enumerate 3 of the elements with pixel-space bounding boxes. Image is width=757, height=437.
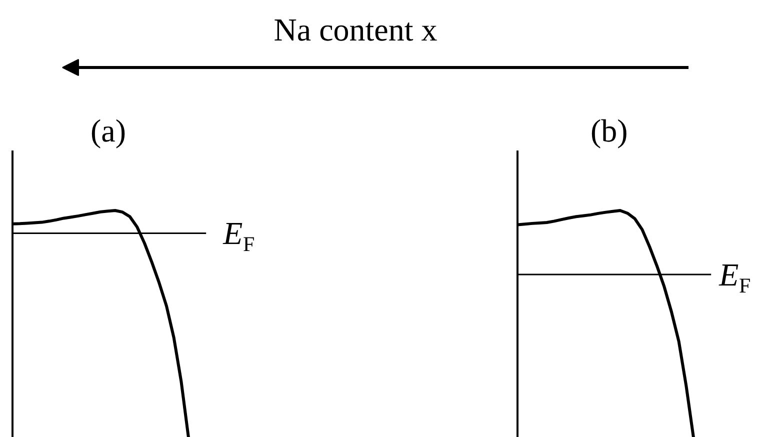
text: Na content x [274, 12, 438, 48]
chart-title: (b) [590, 112, 628, 148]
chart-title: (a) [90, 112, 126, 148]
